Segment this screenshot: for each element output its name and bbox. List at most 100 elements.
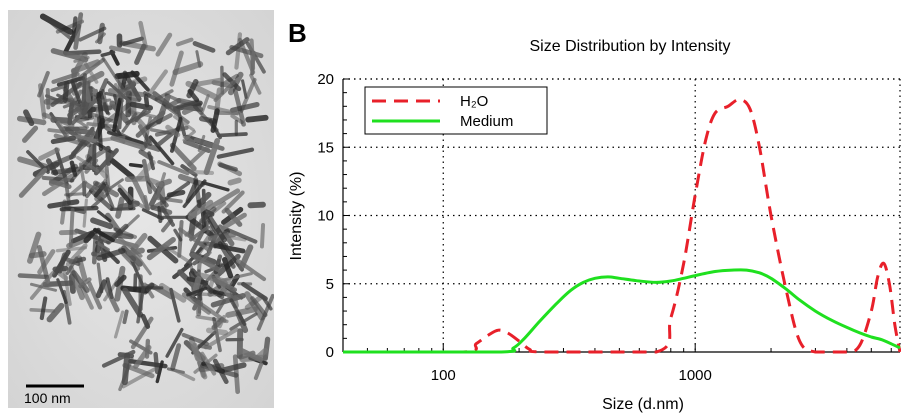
panel-b-label: B: [288, 18, 307, 48]
nanorod: [193, 298, 227, 323]
nanorod: [92, 143, 97, 173]
nanorod: [113, 310, 125, 339]
nanorod: [78, 162, 86, 183]
nanorod: [215, 212, 247, 234]
nanorod: [50, 84, 68, 93]
nanorod: [221, 257, 234, 279]
nanorod: [122, 287, 144, 318]
nanorod: [172, 368, 196, 382]
nanorod: [41, 112, 75, 128]
nanorod: [210, 108, 220, 133]
chart-title: Size Distribution by Intensity: [530, 38, 731, 55]
nanorod: [138, 20, 148, 49]
scale-bar-label: 100 nm: [24, 390, 71, 406]
x-tick-label: 100: [431, 367, 456, 384]
nanorod: [134, 108, 147, 123]
nanorod: [145, 69, 168, 99]
nanorod: [225, 337, 244, 342]
nanorod: [188, 336, 201, 362]
nanorod: [62, 289, 72, 325]
nanorod: [116, 33, 123, 48]
series-layer: [342, 97, 901, 354]
nanorod: [91, 233, 98, 265]
legend: H₂O Medium: [364, 86, 548, 135]
nanorod: [131, 176, 151, 211]
y-tick-label: 15: [317, 139, 334, 156]
nanorod: [198, 191, 212, 205]
nanorod: [59, 205, 99, 212]
nanorod: [157, 160, 190, 176]
nanorod: [256, 293, 274, 331]
nanorod: [105, 212, 123, 237]
nanorod: [28, 251, 47, 259]
nanorod: [92, 180, 120, 198]
nanorod: [250, 296, 268, 318]
y-tick-label: 5: [326, 276, 334, 293]
nanorod: [83, 231, 95, 244]
nanorod: [197, 134, 206, 152]
nanorod: [217, 241, 236, 269]
nanorod: [229, 298, 247, 326]
nanorod: [49, 178, 72, 190]
nanorod: [58, 229, 79, 236]
nanorod: [78, 277, 92, 289]
nanorod: [71, 270, 90, 293]
nanorod: [247, 201, 266, 209]
nanorod: [239, 77, 257, 113]
series-line-h2o: [342, 97, 901, 354]
nanorod: [199, 206, 217, 224]
y-tick-label: 0: [326, 344, 334, 361]
nanorod: [76, 134, 97, 143]
nanorod: [169, 287, 181, 323]
nanorod: [201, 181, 230, 192]
nanorod: [241, 79, 248, 99]
nanorod: [203, 327, 239, 350]
nanorod: [76, 155, 100, 173]
nanorod: [62, 81, 70, 103]
nanorod: [16, 115, 47, 126]
nanorod: [78, 26, 107, 42]
legend-label-h2o: H₂O: [460, 93, 488, 110]
nanorod: [145, 113, 173, 130]
nanorod: [205, 188, 241, 212]
nanorod: [162, 244, 192, 265]
nanorod: [68, 207, 75, 248]
nanorod: [80, 285, 94, 310]
nanorod: [95, 32, 106, 44]
nanorod: [192, 276, 202, 295]
nanorod: [234, 119, 238, 136]
nanorod: [259, 223, 266, 249]
nanorod: [182, 134, 196, 144]
nanorod: [155, 360, 164, 384]
nanorod: [210, 293, 246, 308]
nanorod: [182, 179, 207, 209]
y-axis-title: Intensity (%): [288, 172, 305, 261]
nanorod: [232, 88, 246, 127]
nanorod: [22, 125, 39, 143]
nanorod: [186, 286, 208, 297]
nanorod: [218, 162, 238, 172]
nanorod: [70, 59, 101, 74]
nanorod: [164, 181, 191, 201]
nanorod: [130, 316, 154, 350]
nanorod: [117, 200, 140, 211]
nanorod: [205, 327, 229, 336]
size-distribution-chart: Size Distribution by Intensity 0 5 10 15 20 1…: [288, 38, 901, 413]
nanorod: [109, 157, 135, 180]
nanorod: [175, 37, 194, 47]
nanorod: [101, 56, 125, 91]
nanorod: [216, 147, 255, 159]
nanorod: [109, 45, 132, 54]
nanorod: [18, 167, 48, 198]
nanorod: [237, 347, 264, 363]
nanorod: [79, 53, 99, 84]
nanorod: [225, 37, 250, 56]
y-tick-label: 10: [317, 208, 334, 225]
nanorod: [117, 184, 134, 201]
nanorod: [160, 205, 175, 227]
nanorod: [170, 343, 182, 371]
nanorod: [221, 225, 258, 244]
nanorod: [206, 227, 221, 254]
nanorod: [96, 262, 104, 294]
nanorod: [114, 265, 126, 302]
